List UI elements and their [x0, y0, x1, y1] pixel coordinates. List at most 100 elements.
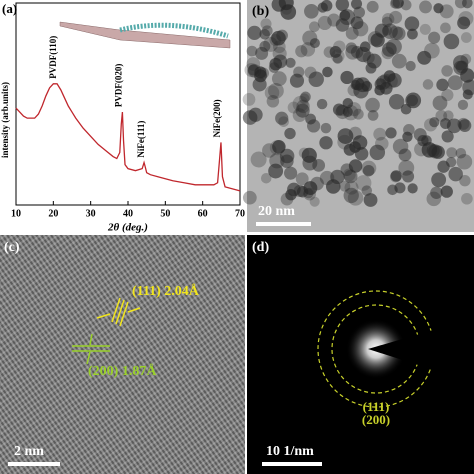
particle	[308, 71, 324, 87]
particle	[407, 183, 418, 194]
x-tick-label: 50	[160, 208, 170, 219]
particle	[250, 151, 267, 168]
particle	[272, 140, 286, 154]
particle	[292, 108, 307, 122]
particle	[303, 187, 316, 201]
particle	[422, 79, 434, 90]
particle	[300, 91, 311, 103]
fringe-markers	[72, 333, 110, 365]
particle	[370, 33, 385, 48]
particle	[302, 155, 318, 171]
particle	[247, 64, 262, 78]
x-axis-label: 2θ (deg.)	[107, 222, 148, 234]
particle	[388, 25, 403, 40]
particle	[351, 0, 363, 10]
particle	[405, 92, 422, 109]
particle	[436, 78, 449, 91]
xrd-line	[15, 83, 241, 192]
particle	[404, 16, 420, 32]
particle	[379, 81, 393, 95]
particle	[421, 142, 438, 158]
particle	[272, 46, 287, 61]
particle	[260, 18, 272, 30]
particle	[271, 30, 286, 46]
particle	[246, 57, 261, 71]
particle	[388, 94, 405, 110]
particle	[446, 147, 458, 159]
particle	[362, 164, 375, 177]
particle	[302, 30, 318, 46]
scale-label: 2 nm	[14, 444, 44, 459]
particle	[390, 0, 404, 10]
particle	[337, 134, 352, 150]
particle	[295, 172, 309, 186]
particle	[306, 119, 321, 133]
particle	[271, 0, 287, 12]
particle	[296, 99, 310, 114]
particle	[347, 102, 362, 117]
particle	[429, 117, 440, 128]
particle	[445, 156, 457, 168]
particle	[244, 62, 259, 78]
particle	[242, 190, 257, 205]
particle	[392, 138, 409, 155]
particle	[441, 130, 454, 143]
particle	[285, 57, 296, 68]
particle	[382, 23, 398, 40]
particle	[271, 71, 287, 87]
particle	[329, 45, 342, 58]
particle	[369, 144, 386, 161]
x-tick-label: 10	[11, 208, 21, 219]
particle	[299, 93, 310, 104]
panel-label: (d)	[252, 240, 269, 255]
particle	[343, 187, 359, 204]
particle	[319, 136, 333, 150]
particle	[417, 50, 432, 65]
particle	[375, 136, 389, 151]
peak-label: PVDF(020)	[113, 64, 123, 107]
particle	[353, 6, 366, 19]
particle	[345, 42, 358, 54]
particle	[447, 75, 463, 91]
particle	[398, 159, 415, 176]
particle	[295, 103, 310, 118]
particle	[289, 73, 305, 88]
particle	[316, 98, 328, 110]
particle	[254, 66, 267, 79]
particle	[382, 42, 397, 57]
particle	[459, 175, 471, 187]
particle	[345, 26, 359, 40]
particle	[355, 175, 372, 191]
particle	[343, 169, 358, 184]
particle	[319, 170, 335, 186]
particle	[385, 38, 402, 55]
x-tick-label: 70	[235, 208, 245, 219]
particle	[448, 166, 463, 182]
particle	[287, 182, 301, 197]
particle	[292, 95, 309, 112]
particle	[298, 147, 310, 159]
panel-label: (a)	[2, 1, 17, 16]
scale-bar	[8, 462, 60, 466]
particle	[348, 159, 363, 173]
ring-label: (111)	[363, 399, 390, 414]
x-tick-label: 40	[123, 208, 133, 219]
particle	[330, 169, 345, 185]
panel-label: (c)	[4, 240, 20, 255]
particle	[440, 118, 451, 129]
particle	[323, 46, 336, 58]
particle	[457, 16, 471, 30]
particle	[441, 88, 454, 102]
particle	[457, 99, 469, 110]
fringe-label: (111) 2.04Å	[132, 283, 200, 299]
particle	[347, 190, 364, 206]
particle	[381, 13, 395, 26]
particle	[363, 193, 378, 207]
particle	[382, 25, 393, 36]
particle	[383, 70, 396, 83]
particle	[391, 53, 407, 69]
particle	[320, 122, 332, 134]
particle	[430, 186, 443, 199]
particle	[353, 108, 364, 120]
